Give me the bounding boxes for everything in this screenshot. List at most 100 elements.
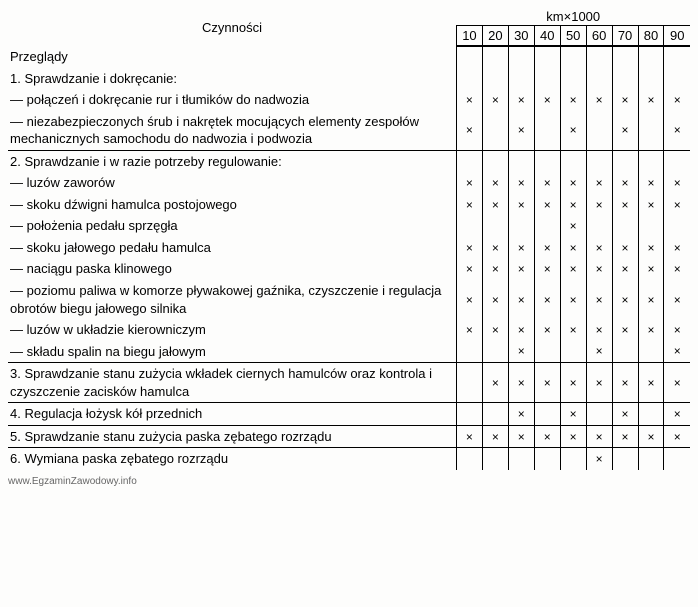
mark-cell: [456, 68, 482, 90]
mark-cell: [560, 68, 586, 90]
mark-cell: [482, 68, 508, 90]
mark-cell: [534, 448, 560, 470]
mark-cell: ×: [638, 172, 664, 194]
mark-cell: ×: [664, 425, 690, 448]
mark-cell: [508, 68, 534, 90]
mark-cell: [586, 403, 612, 426]
mark-cell: [612, 448, 638, 470]
mark-cell: ×: [612, 172, 638, 194]
mark-cell: ×: [482, 425, 508, 448]
mark-cell: ×: [638, 319, 664, 341]
mark-cell: ×: [612, 319, 638, 341]
mark-cell: ×: [612, 403, 638, 426]
mark-cell: [508, 150, 534, 172]
mark-cell: ×: [456, 258, 482, 280]
mark-cell: ×: [664, 89, 690, 111]
mark-cell: ×: [560, 363, 586, 403]
mark-cell: [534, 150, 560, 172]
mark-cell: [664, 68, 690, 90]
mark-cell: [482, 111, 508, 151]
mark-cell: ×: [508, 194, 534, 216]
row-label: 2. Sprawdzanie i w razie potrzeby regulo…: [8, 150, 456, 172]
mark-cell: ×: [664, 341, 690, 363]
mark-cell: ×: [612, 425, 638, 448]
mark-cell: ×: [586, 425, 612, 448]
mark-cell: [456, 448, 482, 470]
mark-cell: [456, 341, 482, 363]
mark-cell: [586, 68, 612, 90]
mark-cell: [586, 150, 612, 172]
mark-cell: ×: [534, 363, 560, 403]
col-header-90: 90: [664, 26, 690, 47]
mark-cell: ×: [508, 425, 534, 448]
mark-cell: [560, 448, 586, 470]
mark-cell: [456, 215, 482, 237]
mark-cell: [612, 68, 638, 90]
mark-cell: [586, 111, 612, 151]
mark-cell: ×: [508, 237, 534, 259]
row-label: 4. Regulacja łożysk kół przednich: [8, 403, 456, 426]
row-label: — połączeń i dokręcanie rur i tłumików d…: [8, 89, 456, 111]
mark-cell: ×: [612, 280, 638, 319]
mark-cell: ×: [664, 363, 690, 403]
mark-cell: [534, 341, 560, 363]
mark-cell: ×: [586, 280, 612, 319]
mark-cell: [560, 46, 586, 68]
mark-cell: ×: [560, 425, 586, 448]
mark-cell: ×: [456, 425, 482, 448]
mark-cell: [638, 215, 664, 237]
mark-cell: ×: [560, 403, 586, 426]
mark-cell: ×: [482, 363, 508, 403]
mark-cell: ×: [508, 363, 534, 403]
mark-cell: ×: [638, 237, 664, 259]
mark-cell: [508, 215, 534, 237]
mark-cell: ×: [586, 319, 612, 341]
row-label: — luzów w układzie kierowniczym: [8, 319, 456, 341]
row-label: — położenia pedału sprzęgła: [8, 215, 456, 237]
row-label: 1. Sprawdzanie i dokręcanie:: [8, 68, 456, 90]
col-header-80: 80: [638, 26, 664, 47]
mark-cell: ×: [560, 237, 586, 259]
row-label: 6. Wymiana paska zębatego rozrządu: [8, 448, 456, 470]
mark-cell: [482, 448, 508, 470]
mark-cell: [638, 68, 664, 90]
mark-cell: [534, 111, 560, 151]
mark-cell: ×: [638, 89, 664, 111]
mark-cell: [534, 68, 560, 90]
mark-cell: ×: [508, 403, 534, 426]
mark-cell: [664, 215, 690, 237]
mark-cell: [612, 341, 638, 363]
row-label: 3. Sprawdzanie stanu zużycia wkładek cie…: [8, 363, 456, 403]
mark-cell: ×: [664, 172, 690, 194]
mark-cell: ×: [612, 258, 638, 280]
mark-cell: ×: [612, 194, 638, 216]
mark-cell: ×: [560, 111, 586, 151]
col-header-30: 30: [508, 26, 534, 47]
mark-cell: ×: [456, 237, 482, 259]
row-label: — niezabezpieczonych śrub i nakrętek moc…: [8, 111, 456, 151]
mark-cell: ×: [508, 89, 534, 111]
mark-cell: ×: [664, 258, 690, 280]
col-header-60: 60: [586, 26, 612, 47]
mark-cell: ×: [560, 172, 586, 194]
mark-cell: [534, 46, 560, 68]
mark-cell: [482, 215, 508, 237]
mark-cell: [638, 341, 664, 363]
mark-cell: [534, 403, 560, 426]
mark-cell: ×: [638, 194, 664, 216]
mark-cell: ×: [586, 194, 612, 216]
row-label: 5. Sprawdzanie stanu zużycia paska zębat…: [8, 425, 456, 448]
activities-header: Czynności: [8, 8, 456, 46]
mark-cell: [456, 46, 482, 68]
mark-cell: ×: [664, 319, 690, 341]
mark-cell: ×: [534, 172, 560, 194]
mark-cell: [482, 46, 508, 68]
unit-header: km×1000: [456, 8, 690, 26]
row-label: — luzów zaworów: [8, 172, 456, 194]
mark-cell: [534, 215, 560, 237]
mark-cell: ×: [586, 172, 612, 194]
mark-cell: ×: [456, 194, 482, 216]
mark-cell: ×: [508, 172, 534, 194]
mark-cell: ×: [482, 319, 508, 341]
mark-cell: ×: [456, 89, 482, 111]
